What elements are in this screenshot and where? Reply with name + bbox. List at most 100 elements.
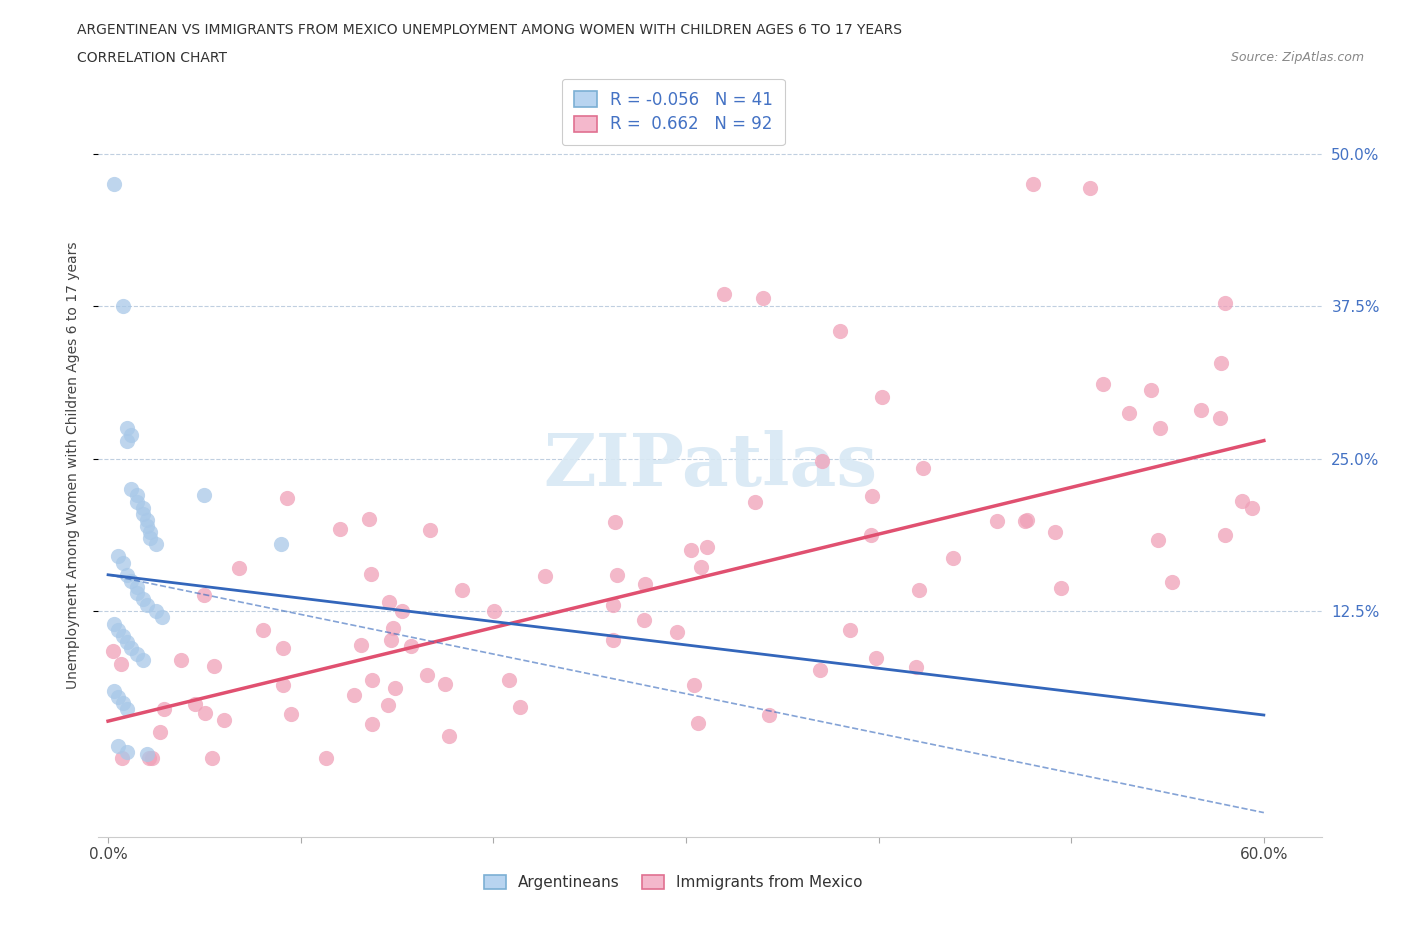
Point bbox=[534, 569, 557, 584]
Point bbox=[135, 519, 157, 534]
Point bbox=[101, 644, 124, 658]
Point bbox=[758, 708, 780, 723]
Point bbox=[811, 454, 834, 469]
Point bbox=[132, 500, 155, 515]
Point bbox=[679, 543, 702, 558]
Point bbox=[606, 568, 628, 583]
Point bbox=[120, 482, 142, 497]
Point bbox=[107, 738, 129, 753]
Point bbox=[482, 604, 505, 618]
Point bbox=[135, 747, 157, 762]
Point bbox=[860, 527, 883, 542]
Point bbox=[271, 640, 294, 655]
Point bbox=[870, 390, 893, 405]
Point bbox=[350, 638, 373, 653]
Point bbox=[103, 616, 125, 631]
Point bbox=[212, 712, 235, 727]
Point bbox=[228, 561, 250, 576]
Point bbox=[1213, 295, 1236, 310]
Point bbox=[911, 460, 934, 475]
Point bbox=[141, 751, 163, 765]
Point bbox=[1092, 377, 1115, 392]
Point bbox=[120, 574, 142, 589]
Point bbox=[828, 324, 851, 339]
Point bbox=[602, 597, 624, 612]
Point bbox=[1140, 383, 1163, 398]
Point bbox=[1215, 527, 1237, 542]
Point bbox=[605, 514, 627, 529]
Point bbox=[377, 698, 399, 712]
Point bbox=[357, 512, 380, 526]
Point bbox=[434, 677, 457, 692]
Point bbox=[839, 622, 862, 637]
Point bbox=[135, 598, 157, 613]
Point bbox=[117, 421, 139, 436]
Point bbox=[1146, 533, 1168, 548]
Point bbox=[112, 555, 135, 570]
Point bbox=[437, 729, 460, 744]
Point bbox=[690, 559, 713, 574]
Point bbox=[391, 604, 413, 618]
Point bbox=[378, 595, 401, 610]
Point bbox=[696, 539, 718, 554]
Point bbox=[688, 716, 710, 731]
Point bbox=[271, 677, 294, 692]
Point bbox=[1230, 494, 1253, 509]
Point bbox=[125, 586, 148, 601]
Point bbox=[329, 521, 352, 536]
Point bbox=[193, 488, 215, 503]
Point bbox=[907, 582, 929, 597]
Point bbox=[752, 290, 775, 305]
Point bbox=[276, 491, 298, 506]
Point bbox=[905, 659, 928, 674]
Point bbox=[103, 177, 125, 192]
Point bbox=[111, 751, 134, 765]
Point bbox=[120, 641, 142, 656]
Point bbox=[125, 494, 148, 509]
Point bbox=[252, 623, 274, 638]
Point bbox=[132, 506, 155, 521]
Point bbox=[380, 632, 402, 647]
Point bbox=[280, 707, 302, 722]
Point bbox=[112, 299, 135, 314]
Point bbox=[145, 537, 167, 551]
Point bbox=[1014, 513, 1036, 528]
Point bbox=[184, 697, 207, 711]
Point bbox=[117, 744, 139, 759]
Point bbox=[1017, 512, 1039, 527]
Point bbox=[509, 699, 531, 714]
Point bbox=[117, 433, 139, 448]
Point bbox=[117, 567, 139, 582]
Point bbox=[107, 689, 129, 704]
Legend: Argentineans, Immigrants from Mexico: Argentineans, Immigrants from Mexico bbox=[478, 869, 869, 897]
Point bbox=[1209, 411, 1232, 426]
Point bbox=[381, 621, 404, 636]
Point bbox=[1160, 574, 1182, 589]
Point bbox=[384, 681, 406, 696]
Point bbox=[683, 677, 706, 692]
Point bbox=[1021, 177, 1043, 192]
Point bbox=[865, 651, 887, 666]
Point bbox=[860, 489, 883, 504]
Point bbox=[451, 583, 474, 598]
Point bbox=[201, 751, 224, 765]
Point bbox=[1189, 402, 1212, 417]
Point bbox=[1149, 420, 1171, 435]
Point bbox=[135, 512, 157, 527]
Point bbox=[107, 549, 129, 564]
Text: CORRELATION CHART: CORRELATION CHART bbox=[77, 51, 228, 65]
Point bbox=[361, 717, 384, 732]
Point bbox=[942, 551, 965, 565]
Point bbox=[132, 653, 155, 668]
Point bbox=[194, 706, 217, 721]
Text: ZIPatlas: ZIPatlas bbox=[543, 430, 877, 500]
Y-axis label: Unemployment Among Women with Children Ages 6 to 17 years: Unemployment Among Women with Children A… bbox=[66, 241, 80, 689]
Point bbox=[270, 537, 292, 551]
Point bbox=[808, 663, 831, 678]
Point bbox=[1050, 581, 1073, 596]
Point bbox=[416, 667, 439, 682]
Point bbox=[1080, 180, 1102, 195]
Point bbox=[634, 577, 657, 591]
Point bbox=[138, 751, 160, 765]
Point bbox=[633, 612, 655, 627]
